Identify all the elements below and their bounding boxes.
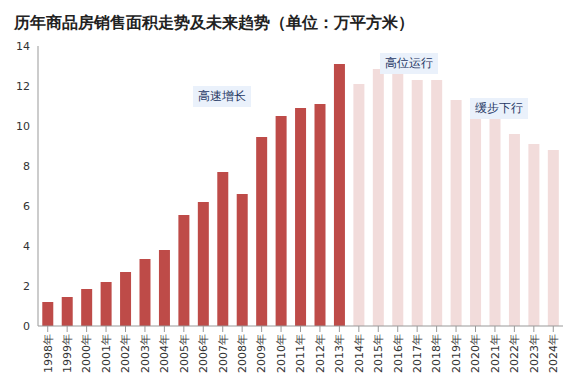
svg-text:6: 6 (23, 200, 30, 213)
svg-text:2019年: 2019年 (450, 334, 463, 373)
svg-text:2009年: 2009年 (255, 334, 268, 373)
svg-text:2012年: 2012年 (314, 334, 327, 373)
svg-text:2018年: 2018年 (430, 334, 443, 373)
svg-text:12: 12 (16, 80, 30, 93)
svg-text:2005年: 2005年 (178, 334, 191, 373)
svg-text:2002年: 2002年 (119, 334, 132, 373)
svg-text:0: 0 (23, 320, 30, 333)
svg-text:2011年: 2011年 (294, 334, 307, 373)
svg-text:14: 14 (16, 40, 30, 53)
svg-text:2008年: 2008年 (236, 334, 249, 373)
svg-text:2006年: 2006年 (197, 334, 210, 373)
svg-text:2015年: 2015年 (372, 334, 385, 373)
svg-text:2: 2 (23, 280, 30, 293)
svg-text:2014年: 2014年 (353, 334, 366, 373)
html-text:历年商品房销售面积走势及未来趋势（单位：万平方米）: 历年商品房销售面积走势及未来趋势（单位：万平方米） (14, 13, 414, 32)
svg-text:2010年: 2010年 (275, 334, 288, 373)
svg-text:2001年: 2001年 (100, 334, 113, 373)
svg-text:2007年: 2007年 (217, 334, 230, 373)
svg-text:2003年: 2003年 (139, 334, 152, 373)
svg-text:2022年: 2022年 (508, 334, 521, 373)
svg-text:2023年: 2023年 (528, 334, 541, 373)
svg-text:2000年: 2000年 (80, 334, 93, 373)
svg-text:10: 10 (16, 120, 30, 133)
svg-text:2021年: 2021年 (489, 334, 502, 373)
html-text:高速增长: 高速增长 (198, 89, 246, 103)
svg-text:2024年: 2024年 (547, 334, 560, 373)
html-text:高位运行: 高位运行 (385, 56, 433, 70)
svg-text:2013年: 2013年 (333, 334, 346, 373)
svg-text:8: 8 (23, 160, 30, 173)
svg-text:2020年: 2020年 (469, 334, 482, 373)
svg-text:4: 4 (23, 240, 30, 253)
svg-text:2016年: 2016年 (392, 334, 405, 373)
svg-text:2017年: 2017年 (411, 334, 424, 373)
svg-text:1998年: 1998年 (42, 334, 55, 373)
svg-text:2004年: 2004年 (158, 334, 171, 373)
svg-text:1999年: 1999年 (61, 334, 74, 373)
html-text:缓步下行: 缓步下行 (475, 101, 523, 115)
